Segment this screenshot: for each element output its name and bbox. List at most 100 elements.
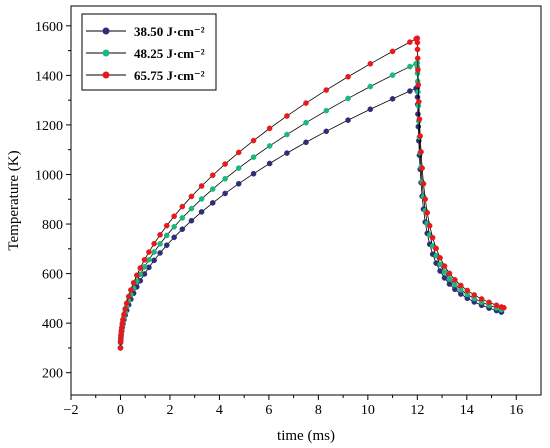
series-2-point	[163, 232, 170, 239]
series-2-point	[415, 89, 421, 95]
series-3-point	[458, 282, 464, 289]
series-3-point	[222, 161, 228, 167]
series-3-point	[416, 116, 423, 122]
series-3-point	[367, 60, 374, 67]
series-3-point	[501, 304, 507, 311]
legend-marker	[102, 27, 110, 35]
series-2-point	[345, 95, 351, 102]
series-3-point	[235, 149, 242, 156]
series-3-point	[130, 280, 137, 286]
series-1-point	[389, 96, 396, 102]
series-3-point	[198, 183, 205, 189]
legend-marker	[102, 71, 110, 79]
series-1-point	[367, 106, 374, 113]
series-1-point	[407, 88, 413, 94]
series-1-point	[179, 226, 186, 232]
axes: −2 0 2 4 6 8 10 12 14 16 200 400 600 800 1000 1200 1400 1…	[35, 20, 523, 418]
series-1-point	[323, 128, 330, 135]
series-3-point	[429, 234, 436, 241]
series-2-point	[266, 143, 273, 149]
series-2-point	[284, 131, 290, 138]
series-2-point	[209, 186, 216, 192]
series-3-point	[407, 39, 413, 45]
series-3-point	[120, 316, 126, 323]
series-2-point	[188, 205, 195, 212]
y-tick-label: 1400	[35, 69, 63, 84]
series-3-point	[415, 98, 422, 105]
series-1-point	[414, 94, 421, 100]
x-tick-label: 16	[509, 403, 523, 418]
series-1-point	[157, 250, 163, 256]
legend-marker	[102, 49, 110, 57]
series-3-point	[345, 73, 351, 80]
x-tick-label: 10	[361, 403, 375, 418]
series-1-point	[235, 180, 242, 187]
series-3-point	[414, 39, 421, 46]
series-3-point	[493, 302, 500, 309]
plot-area	[70, 5, 542, 396]
series-1-point	[345, 117, 351, 123]
series-3-point	[121, 311, 127, 318]
series-3-point	[171, 213, 177, 220]
y-tick-label: 400	[42, 317, 63, 332]
series-3-point	[141, 257, 148, 263]
series-3-point	[122, 306, 128, 312]
series-2-point	[303, 119, 309, 126]
series-3-point	[209, 172, 216, 179]
series-1-point	[198, 209, 205, 215]
series-3-point	[284, 113, 290, 119]
series-3-point	[151, 240, 157, 247]
series-3-point	[415, 82, 422, 88]
x-tick-label: 14	[460, 403, 474, 418]
y-tick-label: 1600	[35, 20, 63, 35]
series-2-point	[446, 275, 453, 282]
series-2-point	[222, 175, 228, 182]
series-2-point	[323, 107, 330, 114]
series-3-point	[464, 287, 471, 294]
y-tick-label: 1000	[35, 168, 63, 183]
y-tick-label: 800	[42, 218, 63, 233]
y-axis-label: Temperature (K)	[6, 150, 22, 250]
series-3-point	[426, 222, 433, 229]
series-1-point	[303, 139, 309, 146]
series-1-point	[188, 217, 195, 224]
series-3-point	[417, 133, 423, 139]
series-2-point	[171, 223, 177, 230]
plot-border	[70, 5, 542, 396]
series-2-point	[389, 72, 396, 78]
series-2-point	[157, 241, 163, 247]
series-2-point	[441, 269, 448, 275]
series-3-point	[117, 345, 124, 351]
series-3-point	[128, 287, 134, 293]
series-3-point	[323, 87, 330, 93]
series-1-point	[415, 111, 421, 117]
series-3-point	[146, 249, 152, 255]
x-tick-label: 6	[265, 403, 272, 418]
series-3-point	[419, 165, 425, 171]
series-3-point	[420, 180, 427, 187]
legend-label: 48.25 J·cm⁻²	[134, 46, 205, 61]
y-tick-label: 600	[42, 268, 63, 283]
x-tick-label: 8	[315, 403, 322, 418]
series-3-point	[414, 55, 421, 62]
x-axis-label: time (ms)	[277, 428, 335, 444]
series-2-point	[179, 215, 186, 221]
series-2-point	[250, 154, 257, 160]
series-3-point	[250, 137, 257, 144]
series-3-point	[437, 255, 443, 261]
series-3-point	[137, 265, 144, 271]
series-3-point	[123, 300, 130, 307]
series-3-point	[414, 46, 421, 53]
series-3-point	[418, 149, 424, 155]
series-2-point	[452, 281, 458, 288]
x-tick-label: 12	[410, 403, 424, 418]
series-1-point	[446, 281, 453, 287]
series-1-point	[441, 275, 448, 281]
y-tick-label: 1200	[35, 119, 63, 134]
series-3-point	[266, 125, 273, 132]
series-3-point	[125, 293, 132, 300]
series-1-point	[209, 200, 216, 206]
series-line-1	[120, 87, 502, 348]
series-1-point	[222, 190, 228, 197]
